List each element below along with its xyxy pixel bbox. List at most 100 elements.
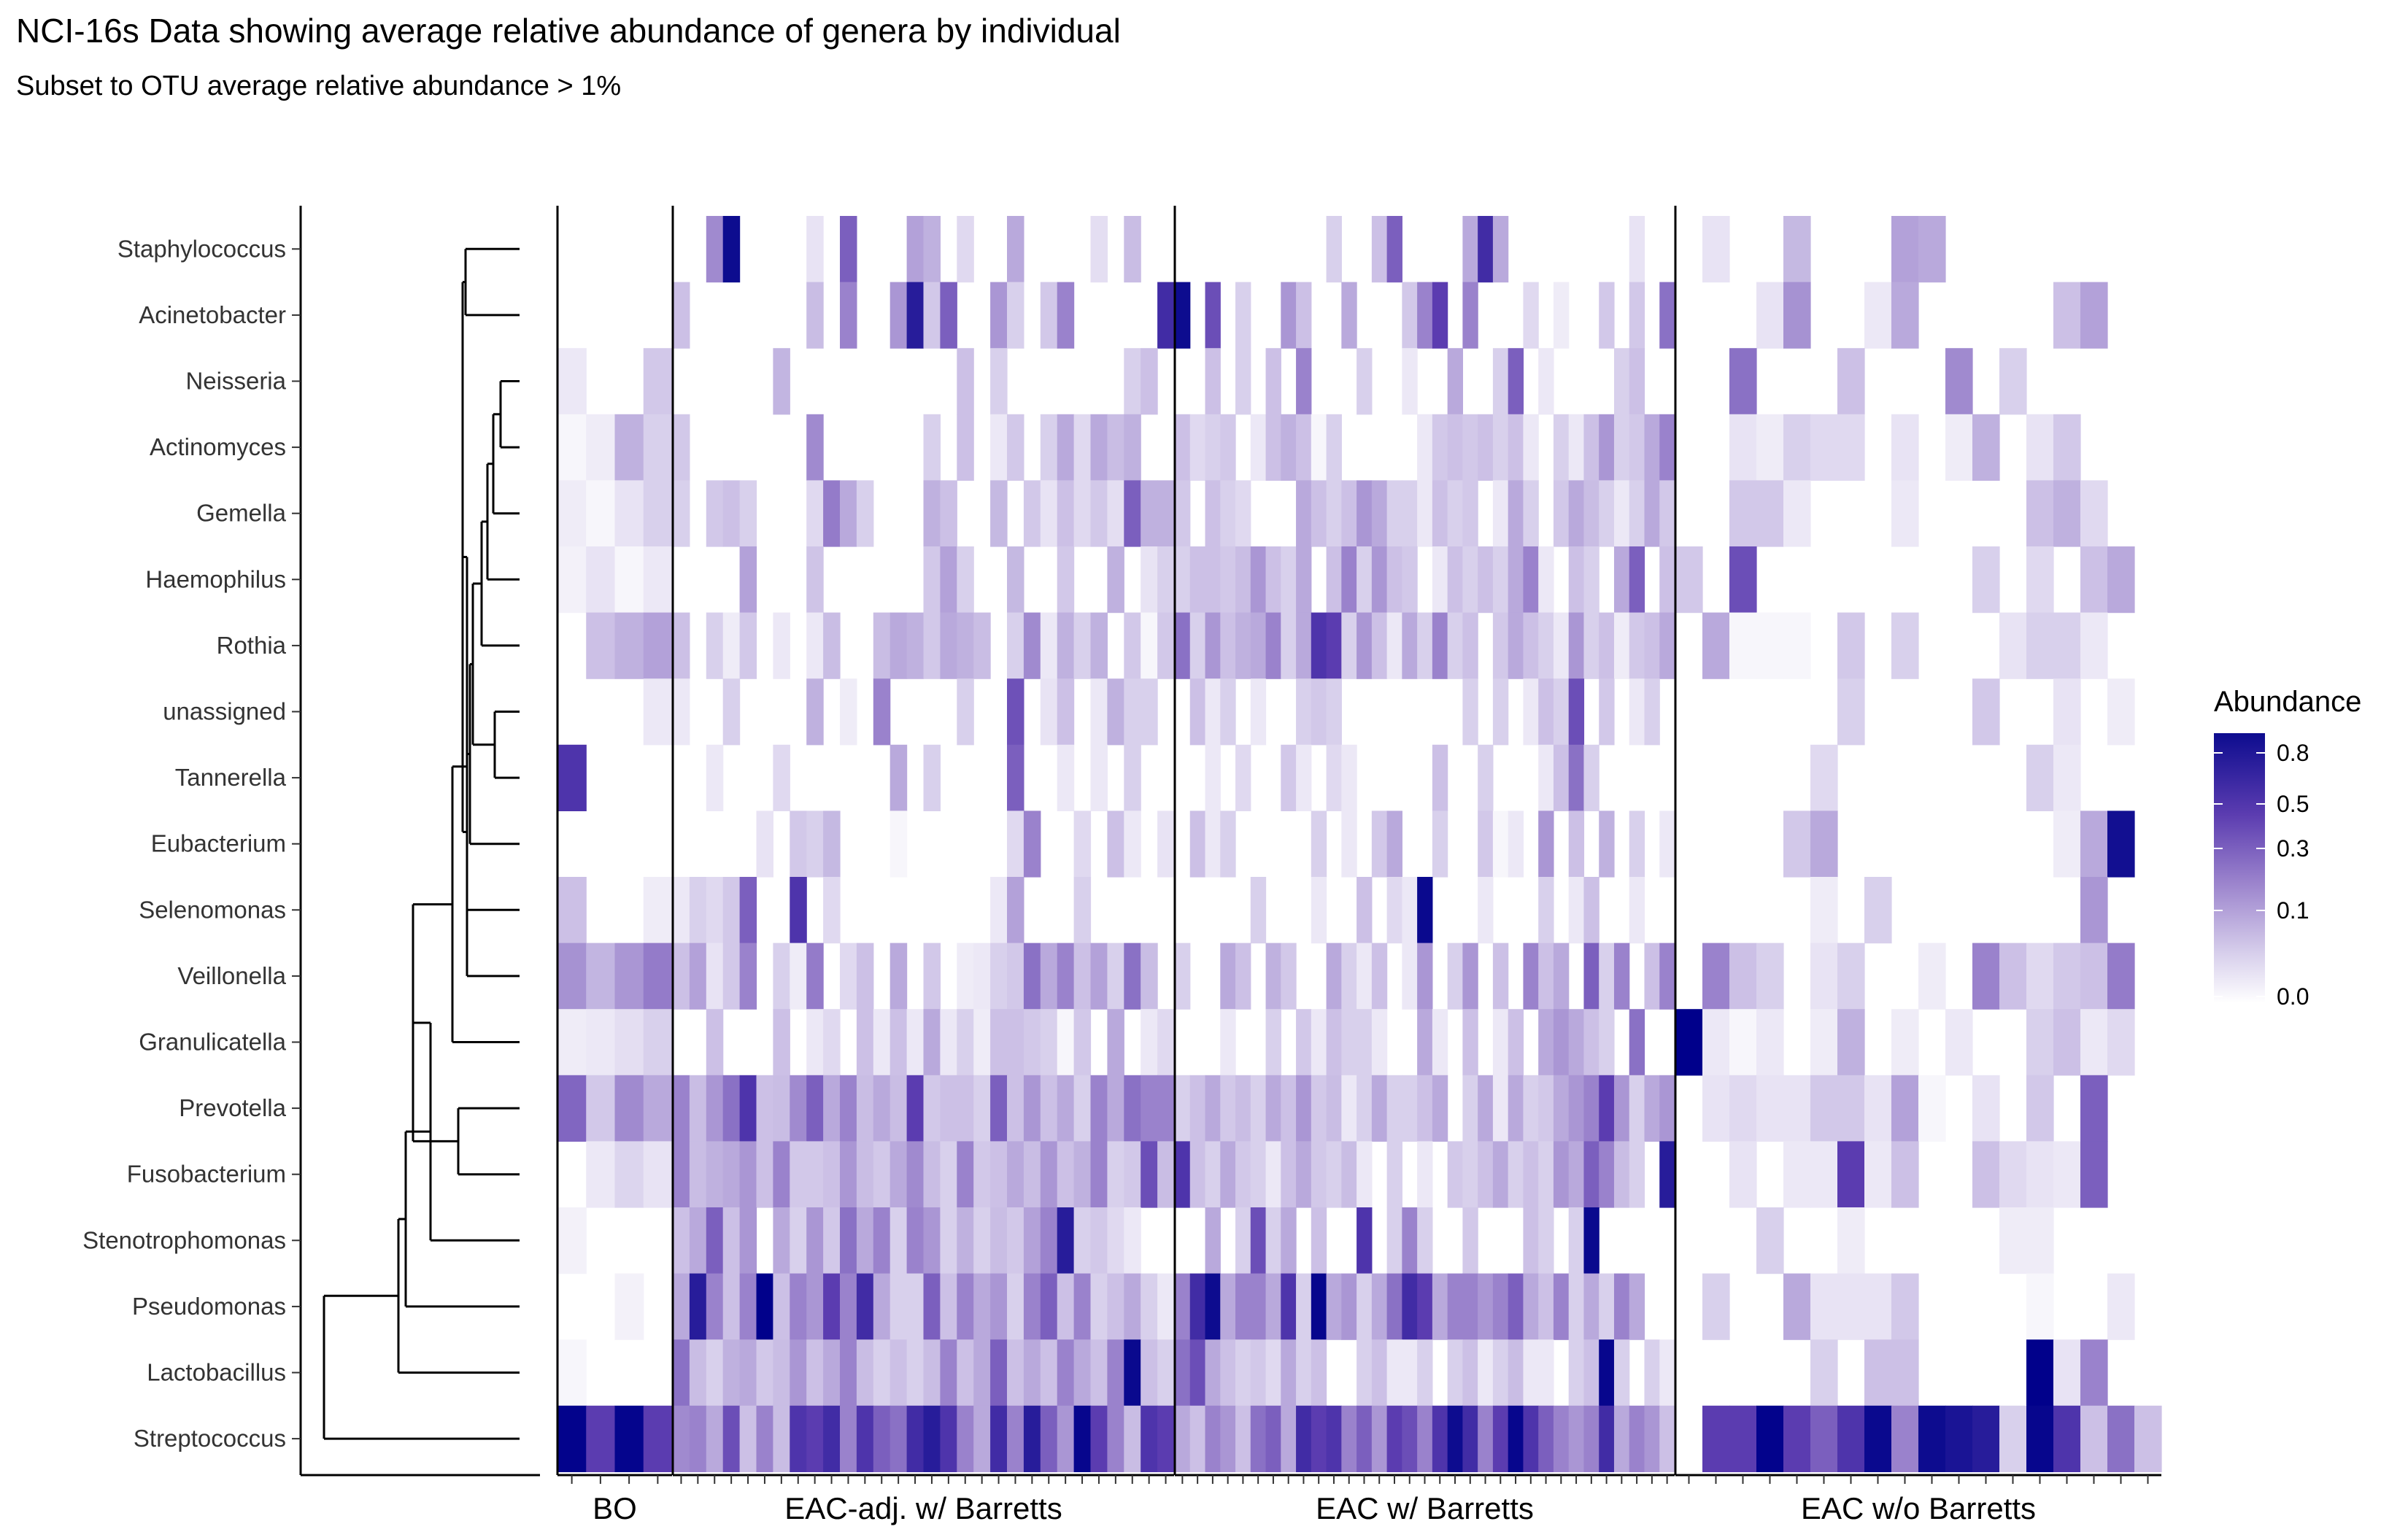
- heatmap-cell: [1107, 1207, 1124, 1274]
- heatmap-cell: [1107, 1009, 1124, 1076]
- heatmap-cell: [1250, 678, 1267, 746]
- heatmap-cell: [1945, 1009, 1973, 1076]
- heatmap-cell: [940, 1405, 957, 1472]
- heatmap-cell: [1432, 1075, 1448, 1142]
- heatmap-cell: [1205, 1075, 1221, 1142]
- heatmap-cell: [1508, 480, 1524, 547]
- heatmap-cell: [957, 1207, 974, 1274]
- heatmap-cell: [1040, 1405, 1058, 1472]
- heatmap-cell: [1073, 877, 1092, 944]
- heatmap-cell: [1462, 1273, 1478, 1340]
- heatmap-cell: [739, 1075, 757, 1142]
- heatmap-cell: [840, 1273, 857, 1340]
- heatmap-cell: [1568, 414, 1585, 481]
- heatmap-cell: [706, 612, 724, 679]
- heatmap-cell: [1972, 546, 2000, 614]
- heatmap-cell: [1386, 1339, 1402, 1407]
- heatmap-cell: [1553, 744, 1570, 811]
- heatmap-cell: [1918, 1075, 1946, 1142]
- heatmap-cell: [1296, 1141, 1312, 1208]
- heatmap-cell: [1141, 943, 1158, 1010]
- heatmap-cell: [1478, 1141, 1494, 1208]
- heatmap-cell: [557, 480, 587, 547]
- heatmap-cell: [1945, 348, 1973, 415]
- heatmap-cell: [1220, 1273, 1236, 1340]
- heatmap-cell: [1326, 1405, 1342, 1472]
- heatmap-cell: [643, 1141, 673, 1208]
- heatmap-cell: [1281, 744, 1297, 811]
- genus-label: Gemella: [196, 500, 287, 527]
- heatmap-cell: [1432, 744, 1448, 811]
- heatmap-cell: [940, 480, 957, 547]
- heatmap-cell: [1386, 1075, 1402, 1142]
- heatmap-cell: [1659, 1405, 1675, 1472]
- heatmap-cell: [906, 612, 925, 679]
- heatmap-cell: [823, 1075, 841, 1142]
- heatmap-cell: [1417, 1339, 1433, 1407]
- heatmap-cell: [1205, 1273, 1221, 1340]
- heatmap-cell: [1417, 943, 1433, 1010]
- heatmap-cell: [806, 1141, 824, 1208]
- legend-colorbar: [2214, 733, 2265, 1003]
- heatmap-cell: [1141, 480, 1158, 547]
- heatmap-cell: [1341, 546, 1357, 614]
- heatmap-cell: [1432, 612, 1448, 679]
- heatmap-cell: [1447, 1339, 1463, 1407]
- legend: Abundance 0.8 0.5 0.3 0.1 0.0: [2214, 686, 2361, 1010]
- heatmap-cell: [1007, 678, 1024, 746]
- facet-label: EAC w/ Barretts: [1316, 1491, 1534, 1525]
- heatmap-cell: [1972, 943, 2000, 1010]
- heatmap-cell: [1568, 877, 1585, 944]
- heatmap-cell: [1220, 1339, 1236, 1407]
- heatmap-cell: [856, 1273, 874, 1340]
- heatmap-cell: [1891, 612, 1919, 679]
- heatmap-cell: [1492, 943, 1509, 1010]
- heatmap-cell: [923, 744, 941, 811]
- heatmap-cell: [1492, 1009, 1509, 1076]
- heatmap-cell: [1810, 1339, 1838, 1407]
- heatmap-cell: [722, 1405, 741, 1472]
- heatmap-cell: [1999, 943, 2027, 1010]
- heatmap-cell: [823, 877, 841, 944]
- heatmap-cell: [973, 1141, 991, 1208]
- heatmap-cell: [890, 1273, 908, 1340]
- legend-tick-label: 0.0: [2277, 983, 2309, 1010]
- heatmap-cell: [1613, 943, 1630, 1010]
- heatmap-cell: [940, 1009, 957, 1076]
- heatmap-cell: [1538, 1339, 1554, 1407]
- heatmap-cell: [1629, 1009, 1645, 1076]
- heatmap-cell: [1492, 480, 1509, 547]
- heatmap-cell: [1523, 1207, 1539, 1274]
- heatmap-cell: [1073, 943, 1092, 1010]
- heatmap-cell: [890, 282, 908, 349]
- heatmap-cell: [890, 943, 908, 1010]
- heatmap-cell: [1371, 480, 1388, 547]
- heatmap-cell: [1124, 1141, 1141, 1208]
- heatmap-cell: [2107, 1273, 2135, 1340]
- heatmap-cell: [1492, 1405, 1509, 1472]
- heatmap-cell: [689, 1273, 707, 1340]
- heatmap-cell: [957, 612, 974, 679]
- heatmap-cell: [1783, 1075, 1811, 1142]
- heatmap-cell: [1478, 1273, 1494, 1340]
- heatmap-cell: [990, 877, 1008, 944]
- heatmap-cell: [1538, 1075, 1554, 1142]
- heatmap-cell: [1296, 1339, 1312, 1407]
- heatmap-cell: [1357, 1141, 1373, 1208]
- heatmap-cell: [586, 546, 616, 614]
- heatmap-cell: [1659, 811, 1675, 878]
- heatmap-cell: [1756, 943, 1784, 1010]
- heatmap-cell: [906, 1009, 925, 1076]
- heatmap-cell: [739, 612, 757, 679]
- heatmap-cell: [1386, 1207, 1402, 1274]
- heatmap-cell: [1141, 348, 1158, 415]
- heatmap-cell: [1629, 282, 1645, 349]
- heatmap-cell: [1613, 1273, 1630, 1340]
- heatmap-cell: [1972, 678, 2000, 746]
- heatmap-cell: [856, 1009, 874, 1076]
- heatmap-cell: [1311, 1339, 1327, 1407]
- heatmap-cell: [1090, 1273, 1108, 1340]
- heatmap-cell: [1296, 480, 1312, 547]
- heatmap-cell: [1235, 348, 1251, 415]
- heatmap-cell: [990, 348, 1008, 415]
